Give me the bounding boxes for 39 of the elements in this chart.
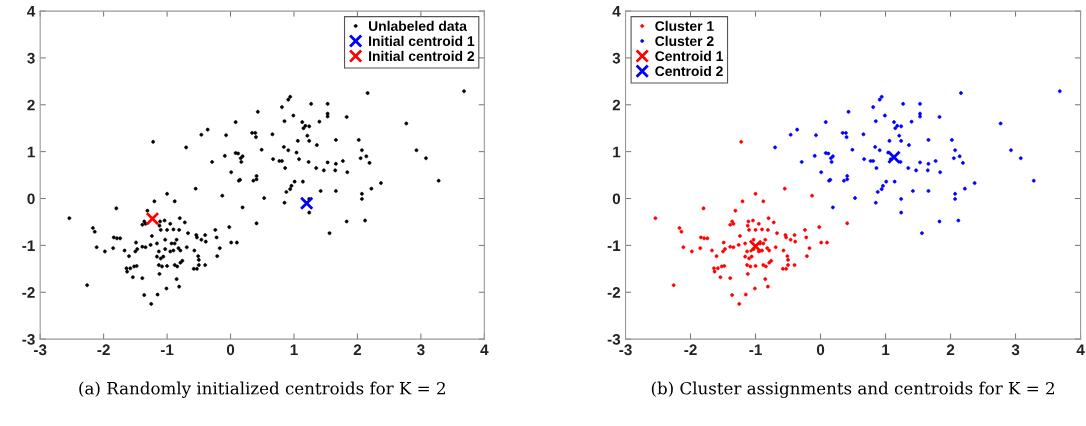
- legend-label: Initial centroid 2: [369, 50, 475, 62]
- y-tick-label: -3: [22, 333, 35, 345]
- x-tick-label: -2: [97, 344, 110, 356]
- x-tick-label: 0: [816, 344, 825, 356]
- x-tick-label: 2: [353, 344, 362, 356]
- text: (a) Randomly initialized centroids for K = 2: [79, 381, 445, 398]
- x-tick-label: 1: [290, 344, 298, 356]
- y-tick-label: 2: [27, 99, 35, 111]
- x-tick-label: -1: [160, 344, 174, 356]
- y-tick-label: -2: [22, 287, 35, 298]
- y-tick-label: 1: [27, 146, 35, 158]
- x-tick-label: -2: [684, 344, 697, 356]
- y-tick-label: 4: [612, 6, 621, 17]
- y-tick-label: 4: [27, 6, 36, 17]
- legend-label: Initial centroid 1: [369, 35, 475, 47]
- y-tick-label: -1: [607, 240, 621, 251]
- y-tick-label: 0: [27, 193, 35, 205]
- x-tick-label: 1: [882, 344, 890, 356]
- y-tick-label: -1: [22, 240, 35, 251]
- x-tick-label: 3: [1011, 344, 1020, 356]
- y-tick-label: 2: [612, 99, 621, 111]
- x-tick-label: 0: [226, 344, 235, 356]
- y-tick-label: -2: [607, 287, 621, 298]
- y-tick-label: 3: [612, 52, 621, 64]
- legend-label: Unlabeled data: [368, 20, 468, 31]
- text: (b) Cluster assignments and centroids for K = 2: [651, 381, 1054, 398]
- y-tick-label: -3: [607, 333, 621, 345]
- x-tick-label: -1: [749, 344, 762, 356]
- x-tick-label: 3: [417, 344, 425, 356]
- y-tick-label: 0: [612, 193, 621, 205]
- x-tick-label: 4: [1076, 344, 1085, 356]
- y-tick-label: 3: [27, 52, 35, 64]
- x-tick-label: 4: [480, 344, 489, 356]
- y-tick-label: 1: [613, 146, 621, 158]
- legend-label: Centroid 1: [655, 50, 723, 62]
- legend-label: Centroid 2: [655, 65, 723, 77]
- legend-label: Cluster 2: [655, 35, 714, 47]
- legend-label: Cluster 1: [655, 20, 714, 31]
- x-tick-label: 2: [946, 344, 955, 356]
